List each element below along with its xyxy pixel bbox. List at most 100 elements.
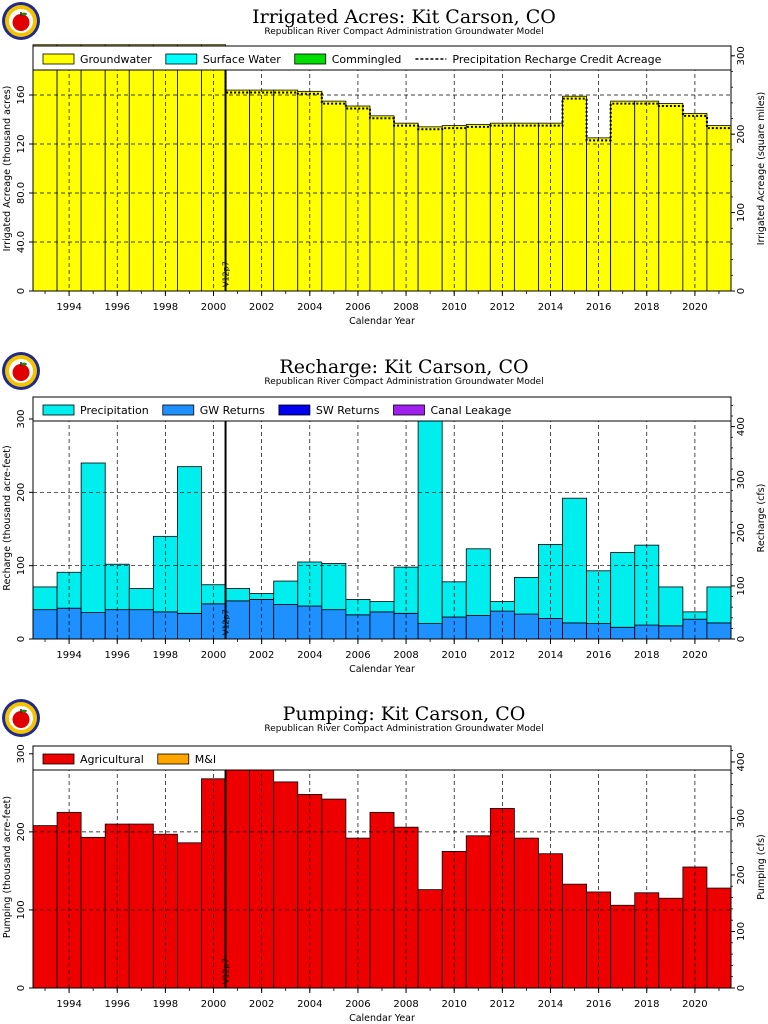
y2-tick-label: 100 [736, 922, 747, 941]
x-tick-label: 2000 [201, 999, 226, 1010]
bar [201, 778, 226, 989]
bar [32, 586, 58, 611]
y-tick-label: 120 [16, 134, 27, 153]
legend-label: M&I [195, 753, 216, 766]
legend-label: Precipitation [80, 404, 149, 417]
legend-label: Agricultural [80, 753, 144, 766]
bar [706, 586, 732, 624]
bar [706, 622, 732, 640]
y-tick-label: 200 [16, 822, 27, 841]
x-axis-label: Calendar Year [349, 1013, 415, 1024]
x-tick-label: 2018 [634, 999, 659, 1010]
y-axis-label: Recharge (thousand acre-feet) [2, 445, 13, 590]
x-tick-label: 2014 [538, 302, 563, 313]
bar [658, 103, 684, 292]
y2-tick-label: 0 [736, 288, 747, 294]
bar [465, 124, 491, 292]
y2-tick-label: 300 [736, 470, 747, 489]
legend-swatch [157, 753, 190, 765]
bar [321, 609, 347, 640]
legend-box [32, 396, 732, 422]
legend-swatch [162, 404, 195, 416]
bar [658, 625, 684, 640]
legend-swatch [165, 53, 198, 65]
bar [321, 100, 347, 292]
bar [273, 604, 299, 640]
bar [249, 89, 275, 292]
marker-label: V12p7 [222, 261, 231, 287]
chart-subtitle: Republican River Compact Administration … [264, 724, 543, 734]
y2-tick-label: 100 [736, 203, 747, 222]
bar [177, 612, 202, 640]
y2-tick-label: 300 [736, 809, 747, 828]
bar [513, 837, 539, 989]
x-tick-label: 2012 [490, 650, 515, 661]
bar [417, 889, 443, 989]
bar [610, 626, 636, 640]
bar [177, 44, 202, 292]
x-tick-label: 1994 [56, 302, 81, 313]
legend-swatch [42, 404, 75, 416]
legend-label: Commingled [332, 53, 402, 66]
legend-label: Surface Water [203, 53, 281, 66]
x-tick-label: 2010 [441, 999, 466, 1010]
bar [273, 89, 299, 292]
bar [658, 897, 684, 989]
x-tick-label: 1994 [56, 650, 81, 661]
x-tick-label: 1998 [153, 302, 178, 313]
bar [489, 808, 515, 989]
y-tick-label: 0 [16, 288, 27, 294]
legend: Precipitation GW Returns SW Returns Canal L… [32, 396, 732, 422]
bar [610, 904, 636, 989]
x-tick-label: 1996 [105, 302, 130, 313]
y2-tick-label: 200 [736, 125, 747, 144]
legend-label: SW Returns [316, 404, 380, 417]
bar [441, 850, 467, 989]
bar [562, 497, 587, 624]
legend-label: Canal Leakage [431, 404, 512, 417]
x-tick-label: 2004 [297, 302, 322, 313]
chart-title: Recharge: Kit Carson, CO [279, 356, 528, 378]
bar [562, 622, 587, 640]
bar [128, 823, 154, 989]
bar [465, 835, 491, 989]
x-tick-label: 1996 [105, 650, 130, 661]
bar [369, 115, 395, 292]
y-axis-label: Pumping (thousand acre-feet) [2, 796, 13, 938]
bar [128, 588, 154, 611]
x-tick-label: 2006 [345, 650, 370, 661]
legend-swatch [42, 753, 75, 765]
bar [369, 811, 395, 989]
y-tick-label: 0 [16, 985, 27, 991]
y-tick-label: 200 [16, 483, 27, 502]
legend-label: Precipitation Recharge Credit Acreage [452, 53, 661, 66]
legend-swatch [278, 404, 311, 416]
x-tick-label: 2002 [249, 999, 274, 1010]
apple-leaf-icon [21, 709, 27, 713]
y2-tick-label: 0 [736, 636, 747, 642]
bar [513, 122, 539, 292]
bar [297, 90, 323, 292]
x-tick-label: 2020 [682, 302, 707, 313]
chart-title: Irrigated Acres: Kit Carson, CO [252, 6, 556, 28]
y-tick-label: 100 [16, 900, 27, 919]
x-tick-label: 1996 [105, 999, 130, 1010]
x-tick-label: 1994 [56, 999, 81, 1010]
bar [513, 577, 539, 615]
chart-panel-1: Irrigated Acres: Kit Carson, CORepublica… [2, 2, 767, 327]
legend-swatch [393, 404, 425, 416]
bar [225, 588, 251, 602]
x-tick-label: 2012 [490, 999, 515, 1010]
y2-tick-label: 400 [736, 417, 747, 436]
x-axis-label: Calendar Year [349, 664, 415, 675]
x-tick-label: 2016 [586, 302, 611, 313]
y-tick-label: 300 [16, 409, 27, 428]
legend: Agricultural M&I [32, 745, 732, 771]
bar [369, 601, 395, 613]
bar [128, 44, 154, 292]
y-tick-label: 40.0 [16, 231, 27, 253]
x-tick-label: 2002 [249, 302, 274, 313]
x-tick-label: 2014 [538, 650, 563, 661]
apple-leaf-icon [21, 362, 27, 366]
